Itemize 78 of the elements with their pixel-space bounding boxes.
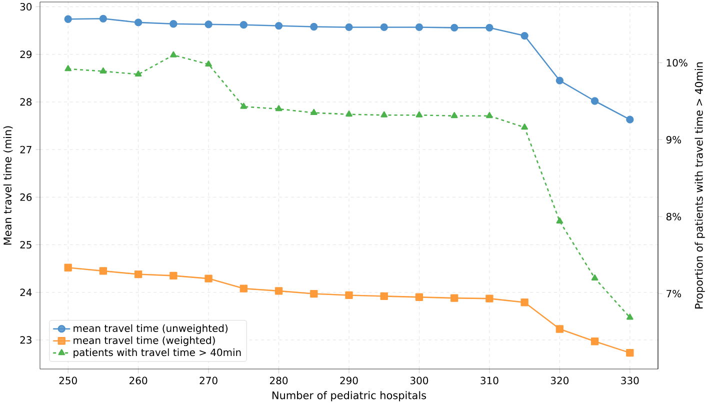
point (134, 18, 142, 26)
point (450, 24, 458, 32)
y2-tick-label: 9% (666, 136, 682, 144)
point (626, 348, 634, 357)
point (310, 22, 318, 31)
x-tick-label: 290 (340, 376, 358, 384)
point (486, 112, 493, 118)
y-tick-label: 25 (20, 240, 32, 249)
x-tick-label: 300 (410, 376, 428, 384)
y2-tick-label: 7% (666, 290, 682, 298)
point (134, 270, 142, 278)
y-tick-label: 28 (20, 98, 32, 106)
y2-tick-label: 8% (666, 212, 682, 220)
x-tick-label: 260 (130, 376, 148, 384)
point (205, 60, 212, 67)
point (64, 264, 72, 272)
point (346, 110, 352, 117)
point (590, 338, 599, 346)
point (134, 70, 142, 77)
point (100, 67, 107, 74)
x-tick-label: 250 (59, 376, 77, 384)
point (380, 23, 388, 32)
x-tick-label: 280 (270, 376, 288, 384)
y-tick-label: 23 (20, 336, 32, 344)
x-tick-label: 310 (480, 376, 498, 384)
legend-label: mean travel time (unweighted) (74, 324, 228, 334)
y-tick-label: 24 (20, 288, 32, 296)
point (275, 105, 282, 112)
y2-axis-title: Proportion of patients with travel time > 40min (694, 62, 705, 308)
point (170, 51, 177, 58)
point (345, 291, 353, 300)
point (626, 314, 634, 320)
legend-label: patients with travel time > 40min (74, 348, 241, 358)
y-axis-title: Mean travel time (min) (3, 126, 13, 245)
point (64, 65, 72, 72)
point (204, 274, 212, 282)
point (380, 292, 388, 300)
point (556, 217, 564, 224)
point (345, 23, 353, 32)
point (64, 15, 72, 23)
y2-tick-label: 10% (666, 59, 688, 67)
point (591, 274, 598, 280)
point (310, 108, 318, 116)
point (170, 272, 178, 280)
point (310, 290, 318, 298)
point (240, 21, 248, 29)
x-tick-label: 270 (200, 376, 218, 384)
point (590, 97, 599, 105)
point (99, 267, 108, 275)
point (240, 102, 248, 109)
x-tick-label: 330 (621, 376, 639, 384)
y-tick-label: 27 (20, 146, 32, 154)
point (274, 22, 283, 30)
point (450, 112, 458, 118)
point (556, 76, 564, 84)
y-tick-label: 26 (20, 193, 32, 201)
point (520, 32, 528, 40)
point (204, 20, 212, 28)
point (380, 111, 388, 118)
point (626, 116, 634, 124)
point (556, 325, 564, 333)
legend-label: mean travel time (weighted) (74, 336, 215, 346)
point (415, 293, 424, 301)
point (415, 23, 424, 32)
point (521, 124, 528, 130)
x-axis-title: Number of pediatric hospitals (272, 391, 426, 402)
point (520, 298, 528, 306)
point (486, 24, 494, 32)
point (99, 14, 108, 22)
point (240, 284, 248, 292)
point (274, 287, 283, 295)
y-tick-label: 29 (20, 50, 32, 58)
point (486, 294, 494, 302)
point (450, 294, 458, 302)
point (170, 20, 178, 28)
y-tick-label: 30 (20, 2, 32, 11)
point (416, 111, 423, 118)
x-tick-label: 320 (550, 376, 569, 384)
